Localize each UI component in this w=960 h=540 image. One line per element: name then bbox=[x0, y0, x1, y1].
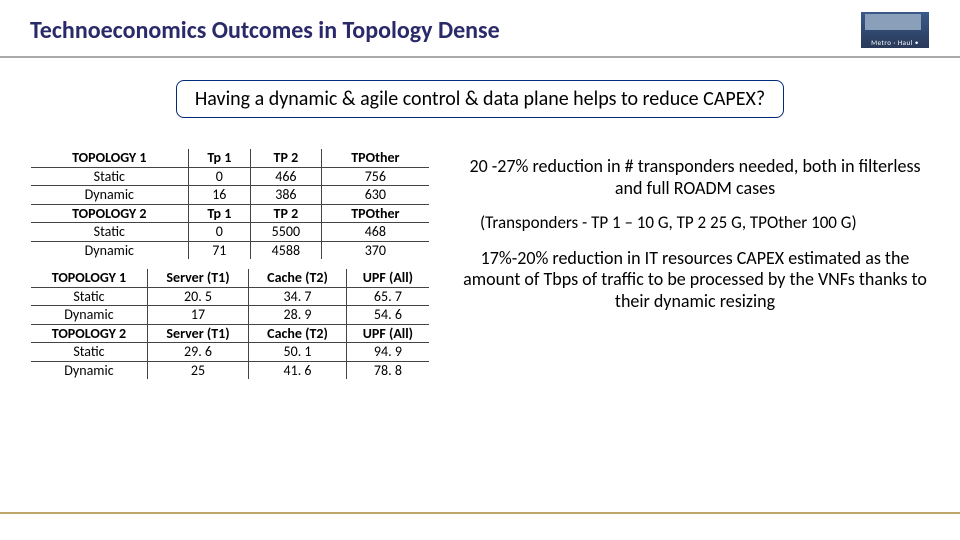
cell: 466 bbox=[251, 167, 322, 186]
table-row: Dynamic 16 386 630 bbox=[31, 186, 430, 205]
logo-text: Metro · Haul • bbox=[863, 38, 927, 47]
cell: 756 bbox=[321, 167, 429, 186]
cell: 54. 6 bbox=[346, 306, 429, 325]
table-col-header: TPOther bbox=[321, 204, 429, 223]
cell: 5500 bbox=[251, 223, 322, 242]
table-section-header: TOPOLOGY 1 bbox=[31, 269, 148, 288]
cell: 370 bbox=[321, 241, 429, 260]
table-col-header: UPF (All) bbox=[346, 269, 429, 288]
cell: 16 bbox=[188, 186, 250, 205]
table-col-header: Cache (T2) bbox=[249, 324, 347, 343]
cell: 50. 1 bbox=[249, 343, 347, 362]
table-section-header: TOPOLOGY 1 bbox=[31, 149, 189, 168]
transponder-legend: (Transponders - TP 1 – 10 G, TP 2 25 G, … bbox=[460, 213, 930, 233]
cell: 630 bbox=[321, 186, 429, 205]
cell: 34. 7 bbox=[249, 287, 347, 306]
transponders-table: TOPOLOGY 1 Tp 1 TP 2 TPOther Static 0 46… bbox=[30, 148, 430, 260]
cell: 25 bbox=[147, 361, 248, 380]
table-row: Static 20. 5 34. 7 65. 7 bbox=[31, 287, 430, 306]
table-section-header: TOPOLOGY 2 bbox=[31, 204, 189, 223]
table-col-header: TPOther bbox=[321, 149, 429, 168]
cell: 28. 9 bbox=[249, 306, 347, 325]
cell: 41. 6 bbox=[249, 361, 347, 380]
cell: 20. 5 bbox=[147, 287, 248, 306]
row-label: Static bbox=[31, 223, 189, 242]
table-col-header: UPF (All) bbox=[346, 324, 429, 343]
cell: 78. 8 bbox=[346, 361, 429, 380]
cell: 4588 bbox=[251, 241, 322, 260]
table-col-header: Cache (T2) bbox=[249, 269, 347, 288]
table-row: Static 0 466 756 bbox=[31, 167, 430, 186]
cell: 71 bbox=[188, 241, 250, 260]
row-label: Dynamic bbox=[31, 241, 189, 260]
row-label: Static bbox=[31, 167, 189, 186]
cell: 468 bbox=[321, 223, 429, 242]
cell: 0 bbox=[188, 223, 250, 242]
logo: Metro · Haul • bbox=[860, 10, 930, 50]
cell: 17 bbox=[147, 306, 248, 325]
table-col-header: TP 2 bbox=[251, 204, 322, 223]
cell: 0 bbox=[188, 167, 250, 186]
table-col-header: TP 2 bbox=[251, 149, 322, 168]
cell: 29. 6 bbox=[147, 343, 248, 362]
row-label: Dynamic bbox=[31, 306, 148, 325]
table-col-header: Tp 1 bbox=[188, 149, 250, 168]
cell: 94. 9 bbox=[346, 343, 429, 362]
metro-haul-logo-icon: Metro · Haul • bbox=[861, 12, 929, 48]
table-row: Static 0 5500 468 bbox=[31, 223, 430, 242]
row-label: Dynamic bbox=[31, 361, 148, 380]
row-label: Dynamic bbox=[31, 186, 189, 205]
finding-it-resources: 17%-20% reduction in IT resources CAPEX … bbox=[460, 248, 930, 313]
table-row: Dynamic 71 4588 370 bbox=[31, 241, 430, 260]
table-row: Dynamic 17 28. 9 54. 6 bbox=[31, 306, 430, 325]
header-divider bbox=[0, 56, 960, 58]
table-col-header: Tp 1 bbox=[188, 204, 250, 223]
cell: 65. 7 bbox=[346, 287, 429, 306]
page-title: Technoeconomics Outcomes in Topology Den… bbox=[30, 16, 860, 45]
table-section-header: TOPOLOGY 2 bbox=[31, 324, 148, 343]
row-label: Static bbox=[31, 343, 148, 362]
question-banner: Having a dynamic & agile control & data … bbox=[176, 80, 784, 118]
cell: 386 bbox=[251, 186, 322, 205]
table-col-header: Server (T1) bbox=[147, 269, 248, 288]
table-col-header: Server (T1) bbox=[147, 324, 248, 343]
finding-transponders: 20 -27% reduction in # transponders need… bbox=[460, 156, 930, 199]
table-row: Dynamic 25 41. 6 78. 8 bbox=[31, 361, 430, 380]
table-row: Static 29. 6 50. 1 94. 9 bbox=[31, 343, 430, 362]
row-label: Static bbox=[31, 287, 148, 306]
it-resources-table: TOPOLOGY 1 Server (T1) Cache (T2) UPF (A… bbox=[30, 268, 430, 380]
footer-divider bbox=[0, 512, 960, 514]
